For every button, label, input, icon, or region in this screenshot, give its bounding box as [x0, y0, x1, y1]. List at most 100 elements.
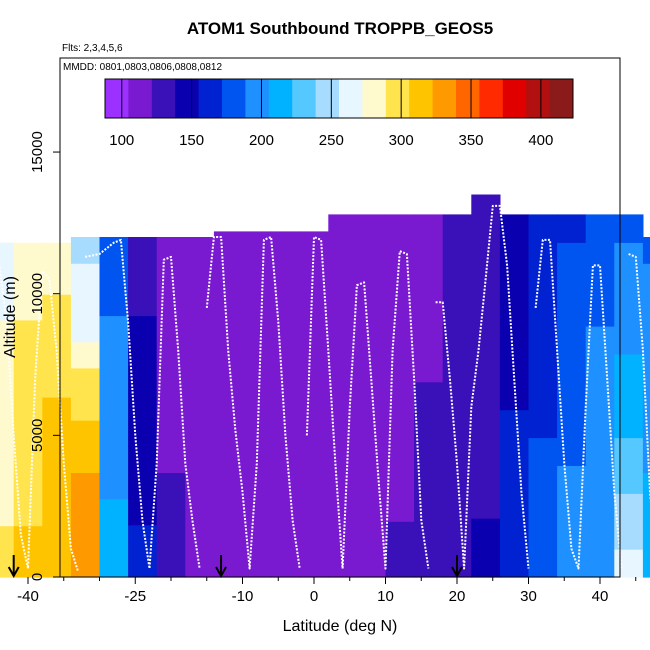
heatmap-cell [185, 498, 215, 526]
heatmap-cell [271, 470, 301, 498]
colorbar-swatch [292, 79, 317, 118]
heatmap-cell [499, 549, 530, 578]
heatmap-cell [414, 549, 444, 578]
x-axis-label: Latitude (deg N) [283, 618, 398, 635]
heatmap-cell [185, 550, 215, 578]
heatmap-cell [299, 444, 329, 472]
heatmap-cell [642, 315, 650, 343]
heatmap-cell [442, 270, 472, 299]
heatmap-cell [528, 242, 558, 271]
heatmap-cell [528, 549, 558, 578]
heatmap-cell [528, 298, 558, 327]
heatmap-cell [13, 294, 43, 321]
flight-tracks [0, 204, 650, 572]
heatmap-cell [557, 465, 587, 494]
heatmap-cell [0, 422, 15, 449]
flight-track [305, 236, 430, 570]
heatmap-cell [499, 437, 530, 466]
heatmap-cell [557, 381, 587, 411]
colorbar-tick-label: 350 [459, 132, 484, 149]
y-tick-label: 5000 [29, 419, 46, 452]
heatmap-cell [271, 523, 301, 551]
heatmap-cell [356, 437, 387, 466]
heatmap-cell [642, 237, 650, 264]
heatmap-cell [185, 315, 215, 343]
heatmap-cell [585, 521, 615, 550]
heatmap-cell [0, 525, 15, 552]
heatmap-cell [642, 289, 650, 317]
x-tick-label: 20 [449, 588, 466, 605]
heatmap-cell [385, 381, 415, 411]
heatmap-cell [42, 242, 72, 269]
colorbar-tick-label: 200 [249, 132, 274, 149]
heatmap-cell [99, 367, 129, 395]
heatmap-cell [299, 417, 329, 445]
heatmap-cell [13, 499, 43, 527]
heatmap-cell [528, 381, 558, 411]
colorbar-tick-label: 300 [389, 132, 414, 149]
heatmap-cell [42, 294, 72, 321]
heatmap-cell [414, 437, 444, 466]
heatmap-cell [70, 420, 101, 447]
heatmap-cell [614, 381, 644, 411]
heatmap-cell [414, 521, 444, 550]
heatmap-cell [213, 523, 244, 551]
heatmap-cell [356, 270, 387, 299]
heatmap-cell [271, 258, 301, 286]
heatmap-cell [442, 326, 472, 355]
x-tick-label: 40 [592, 588, 609, 605]
colorbar-frame [104, 78, 574, 119]
heatmap-cell [299, 258, 329, 286]
heatmap-cell [356, 549, 387, 578]
heatmap-cell [442, 214, 472, 243]
heatmap-cell [442, 298, 472, 327]
x-tick-label: -25 [124, 588, 146, 605]
heatmap-cell [642, 524, 650, 552]
heatmap-cell [156, 367, 186, 395]
heatmap-cell [385, 549, 415, 578]
arrow-head [451, 566, 463, 579]
heatmap-cell [13, 397, 43, 424]
flight-track [534, 238, 623, 570]
heatmap-cell [299, 523, 329, 551]
heatmap-cell [185, 289, 215, 317]
heatmap-cell [213, 470, 244, 498]
heatmap-cell [128, 446, 158, 473]
heatmap-cell [414, 242, 444, 271]
colorbar-swatch [362, 79, 387, 118]
colorbar-swatch [198, 79, 223, 118]
heatmap-cell [299, 364, 329, 392]
heatmap-cell [642, 367, 650, 395]
heatmap-cell [414, 270, 444, 299]
heatmap-cell [42, 371, 72, 398]
colorbar-swatch [175, 79, 200, 118]
heatmap-cell [614, 409, 644, 439]
colorbar-swatch [268, 79, 293, 118]
heatmap-cell [557, 242, 587, 271]
heatmap-cell [213, 311, 244, 339]
heatmap-cell [156, 498, 186, 526]
heatmap-cell [356, 298, 387, 327]
heatmap-cell [328, 214, 358, 243]
heatmap-cell [271, 231, 301, 259]
heatmap-cell [185, 524, 215, 552]
heatmap-cell [70, 393, 101, 421]
heatmap-cell [442, 381, 472, 411]
heatmap-cell [128, 393, 158, 421]
heatmap-cell [614, 214, 644, 243]
heatmap-cell [356, 353, 387, 383]
heatmap-cell [442, 437, 472, 466]
chart-title: ATOM1 Southbound TROPPB_GEOS5 [187, 19, 493, 38]
heatmap-cell [242, 470, 272, 498]
heatmap-cell [0, 268, 15, 295]
heatmap-cell [356, 465, 387, 494]
heatmap-cell [213, 364, 244, 392]
colorbar-swatch [479, 79, 504, 118]
heatmap-cell [42, 551, 72, 578]
heatmap-cell [299, 470, 329, 498]
heatmap-cell [128, 237, 158, 264]
heatmap-cell [585, 381, 615, 411]
y-tick-label: 15000 [29, 131, 46, 173]
heatmap-cell [242, 337, 272, 365]
heatmap-cell [99, 341, 129, 369]
